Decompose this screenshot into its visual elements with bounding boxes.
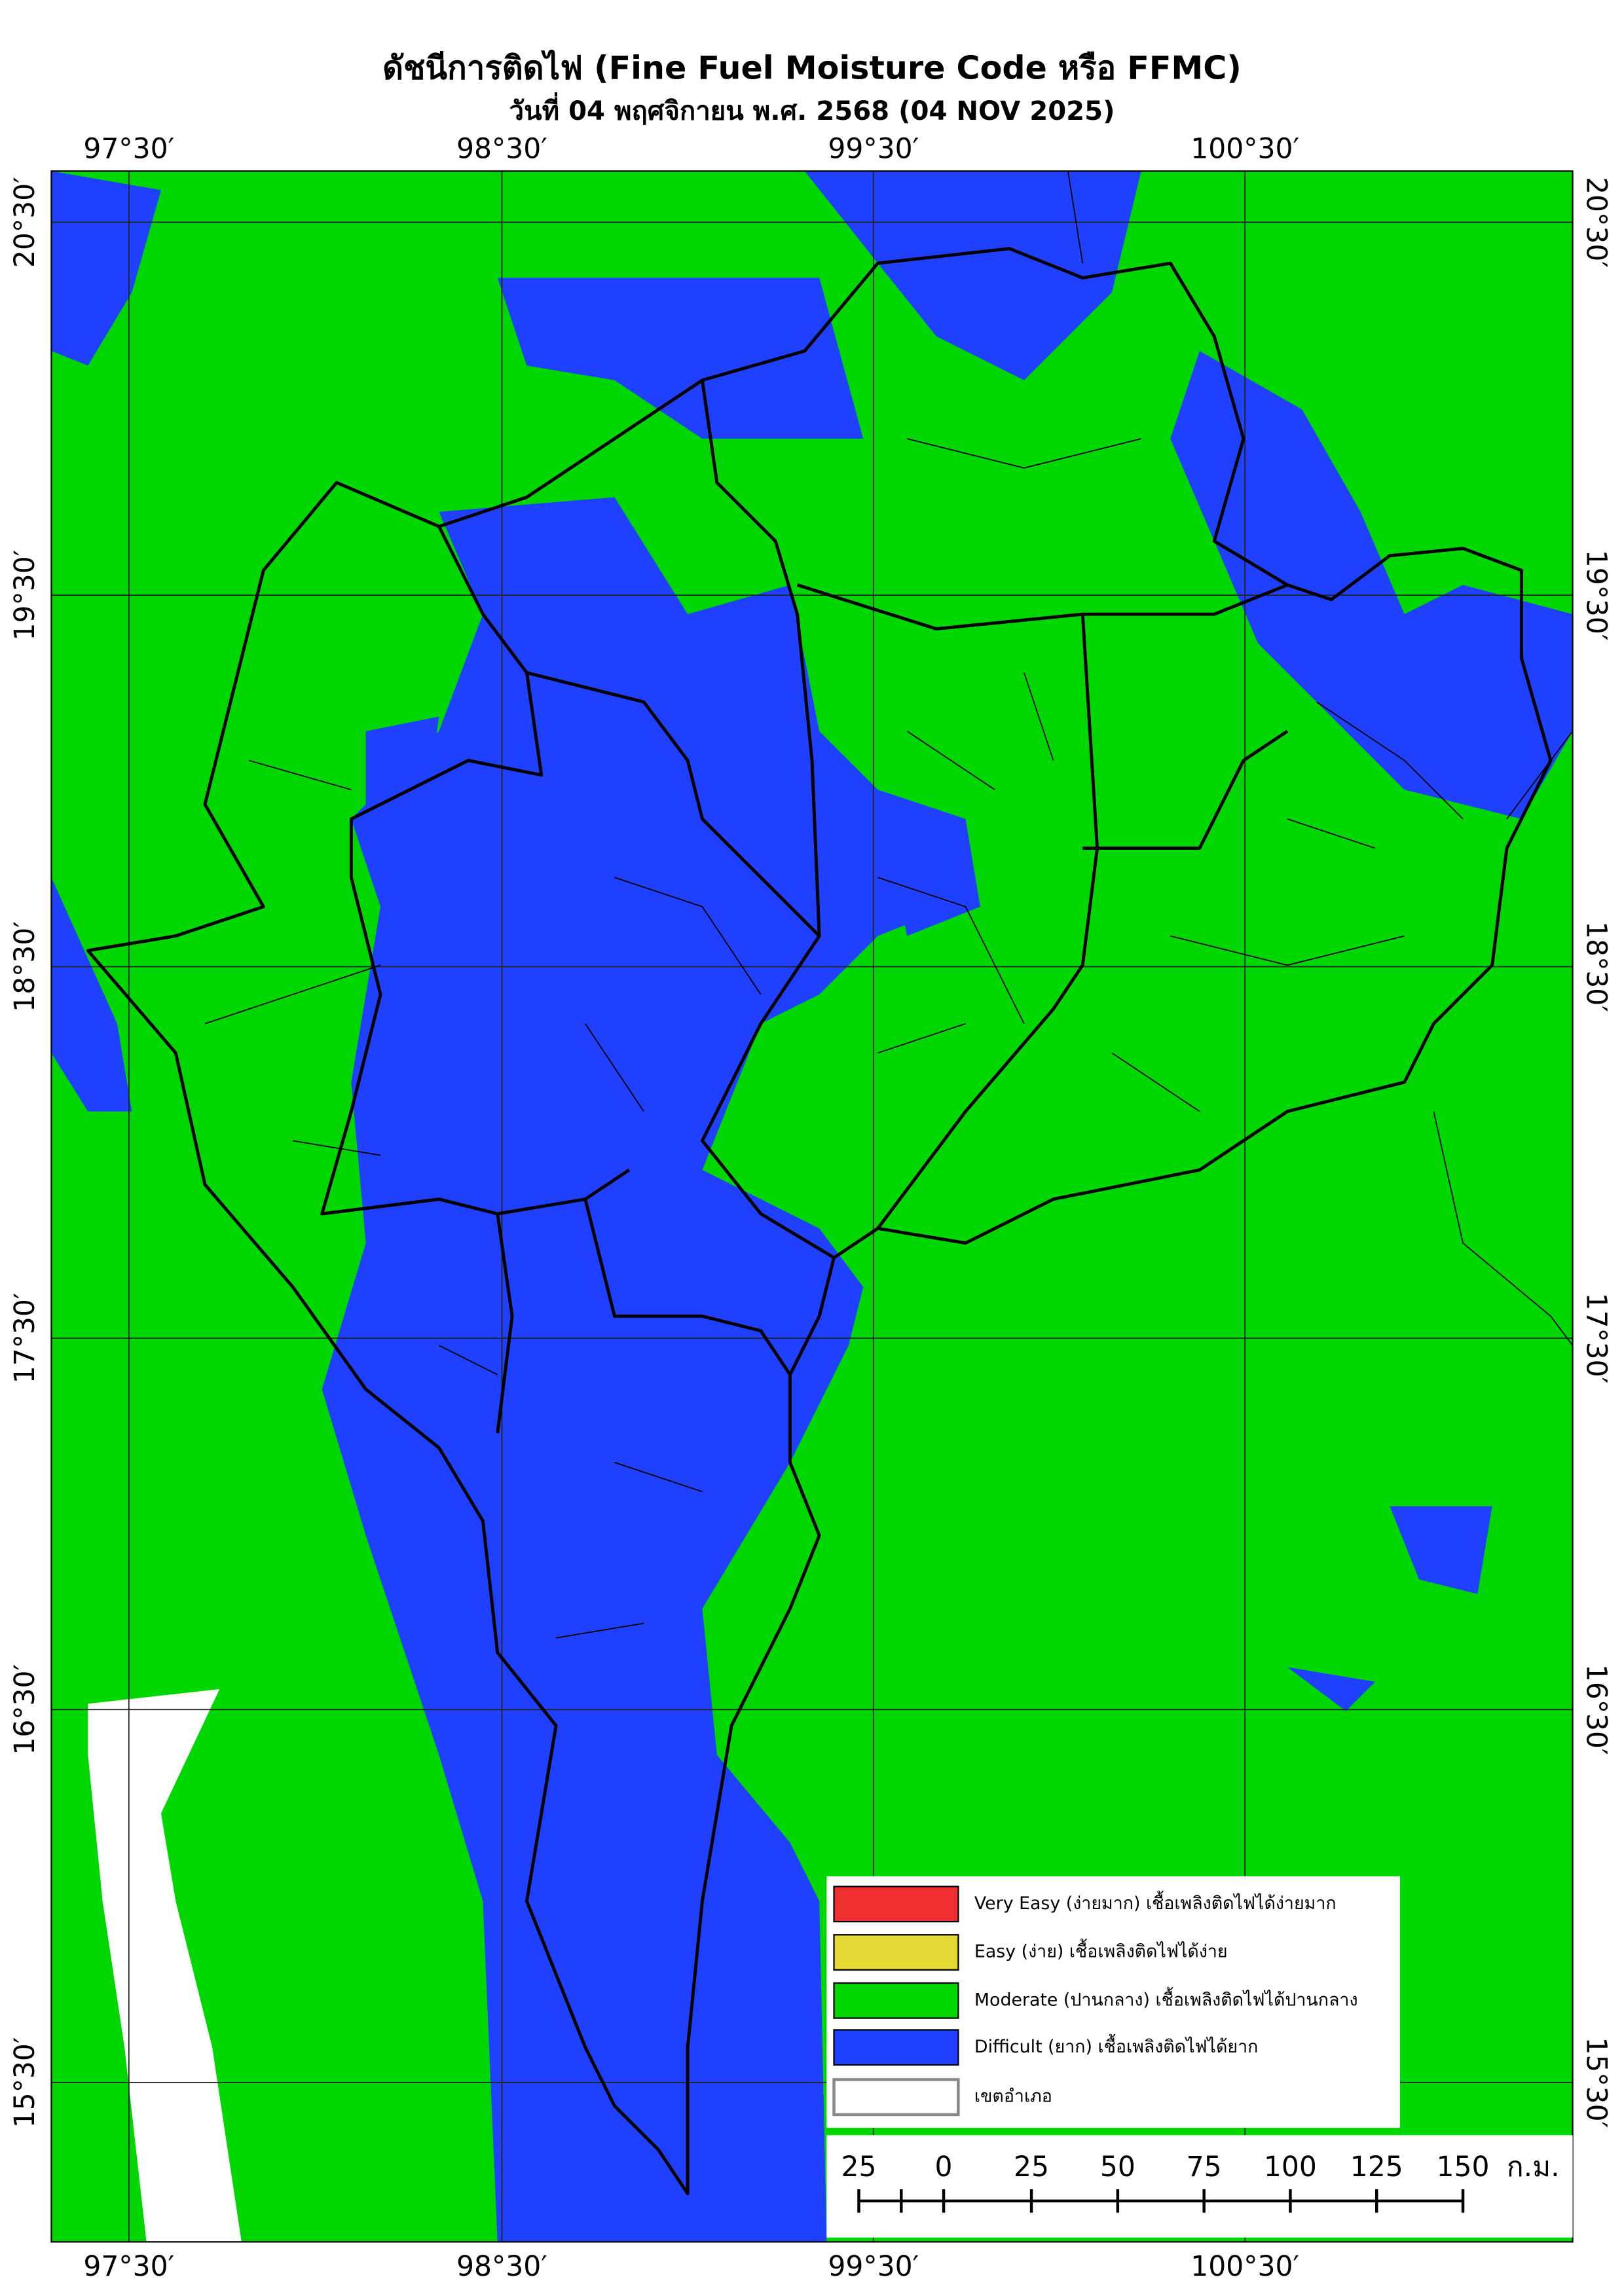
legend-swatch bbox=[833, 1934, 959, 1971]
province-border bbox=[320, 380, 1289, 1434]
map bbox=[51, 171, 1573, 2242]
title: ดัชนีการติดไฟ (Fine Fuel Moisture Code ห… bbox=[382, 49, 1242, 87]
difficult-area bbox=[51, 171, 161, 366]
difficult-area bbox=[322, 497, 951, 2242]
lon-label: 97°30′ bbox=[83, 134, 174, 166]
difficult-area bbox=[877, 790, 980, 936]
lat-label: 17°30′ bbox=[9, 1292, 41, 1383]
district-border bbox=[204, 438, 1464, 1639]
lat-label: 16°30′ bbox=[9, 1664, 41, 1755]
lat-label: 20°30′ bbox=[9, 177, 41, 268]
lat-labels: 20°30′ 19°30′ 18°30′ 17°30′ 16°30′ 15°30… bbox=[9, 177, 1612, 2128]
legend-swatch bbox=[833, 1982, 959, 2019]
scale-unit: ก.ม. bbox=[1507, 2151, 1560, 2183]
lat-label: 20°30′ bbox=[1580, 177, 1612, 268]
difficult-area bbox=[804, 171, 1141, 380]
country-border bbox=[1067, 171, 1573, 1346]
lat-label: 19°30′ bbox=[9, 550, 41, 641]
lat-label: 15°30′ bbox=[1580, 2037, 1612, 2128]
legend-swatch bbox=[832, 2078, 960, 2117]
lon-label: 100°30′ bbox=[1190, 2251, 1299, 2283]
legend-swatch bbox=[833, 2029, 959, 2066]
legend: Very Easy (ง่ายมาก) เชื้อเพลิงติดไฟได้ง่… bbox=[826, 1876, 1400, 2128]
legend-label: เขตอำเภอ bbox=[974, 2086, 1052, 2107]
legend-label: Moderate (ปานกลาง) เชื้อเพลิงติดไฟได้ปาน… bbox=[974, 1987, 1358, 2010]
legend-swatch bbox=[833, 1886, 959, 1923]
lon-label: 98°30′ bbox=[456, 134, 547, 166]
legend-label: Very Easy (ง่ายมาก) เชื้อเพลิงติดไฟได้ง่… bbox=[974, 1891, 1337, 1914]
lat-label: 19°30′ bbox=[1580, 550, 1612, 641]
lat-label: 17°30′ bbox=[1580, 1292, 1612, 1383]
scale-label: 25 bbox=[841, 2151, 876, 2183]
scale-label: 150 bbox=[1437, 2151, 1490, 2183]
difficult-area bbox=[1170, 351, 1573, 819]
subtitle: วันที่ 04 พฤศจิกายน พ.ศ. 2568 (04 NOV 20… bbox=[509, 92, 1115, 126]
map-frame bbox=[50, 170, 1574, 2243]
scale-label: 100 bbox=[1264, 2151, 1317, 2183]
lon-label: 98°30′ bbox=[456, 2251, 547, 2283]
legend-label: Difficult (ยาก) เชื้อเพลิงติดไฟได้ยาก bbox=[974, 2034, 1258, 2057]
difficult-area bbox=[1287, 1667, 1375, 1711]
difficult-area bbox=[497, 278, 864, 439]
scale-label: 50 bbox=[1100, 2151, 1135, 2183]
lat-label: 18°30′ bbox=[9, 921, 41, 1012]
lon-label: 97°30′ bbox=[83, 2251, 174, 2283]
scale-label: 25 bbox=[1014, 2151, 1049, 2183]
scale-bar: 25 0 25 50 75 100 125 150 ก.ม. bbox=[826, 2135, 1573, 2238]
difficult-area bbox=[1390, 1506, 1492, 1594]
lon-label: 100°30′ bbox=[1190, 134, 1299, 166]
difficult-area bbox=[365, 716, 439, 848]
lat-label: 15°30′ bbox=[9, 2037, 41, 2128]
lat-label: 16°30′ bbox=[1580, 1664, 1612, 1755]
lon-label: 99°30′ bbox=[828, 2251, 919, 2283]
difficult-areas bbox=[51, 171, 1573, 2242]
lon-label: 99°30′ bbox=[828, 134, 919, 166]
difficult-area bbox=[51, 877, 132, 1112]
legend-label: Easy (ง่าย) เชื้อเพลิงติดไฟได้ง่าย bbox=[974, 1939, 1228, 1962]
scale-label: 125 bbox=[1350, 2151, 1403, 2183]
scale-box bbox=[826, 2135, 1573, 2238]
sea bbox=[88, 1688, 242, 2242]
scale-label: 75 bbox=[1187, 2151, 1222, 2183]
scale-label: 0 bbox=[935, 2151, 953, 2183]
lat-label: 18°30′ bbox=[1580, 921, 1612, 1012]
lon-labels: 97°30′ 98°30′ 99°30′ 100°30′ 97°30′ 98°3… bbox=[83, 134, 1299, 2283]
